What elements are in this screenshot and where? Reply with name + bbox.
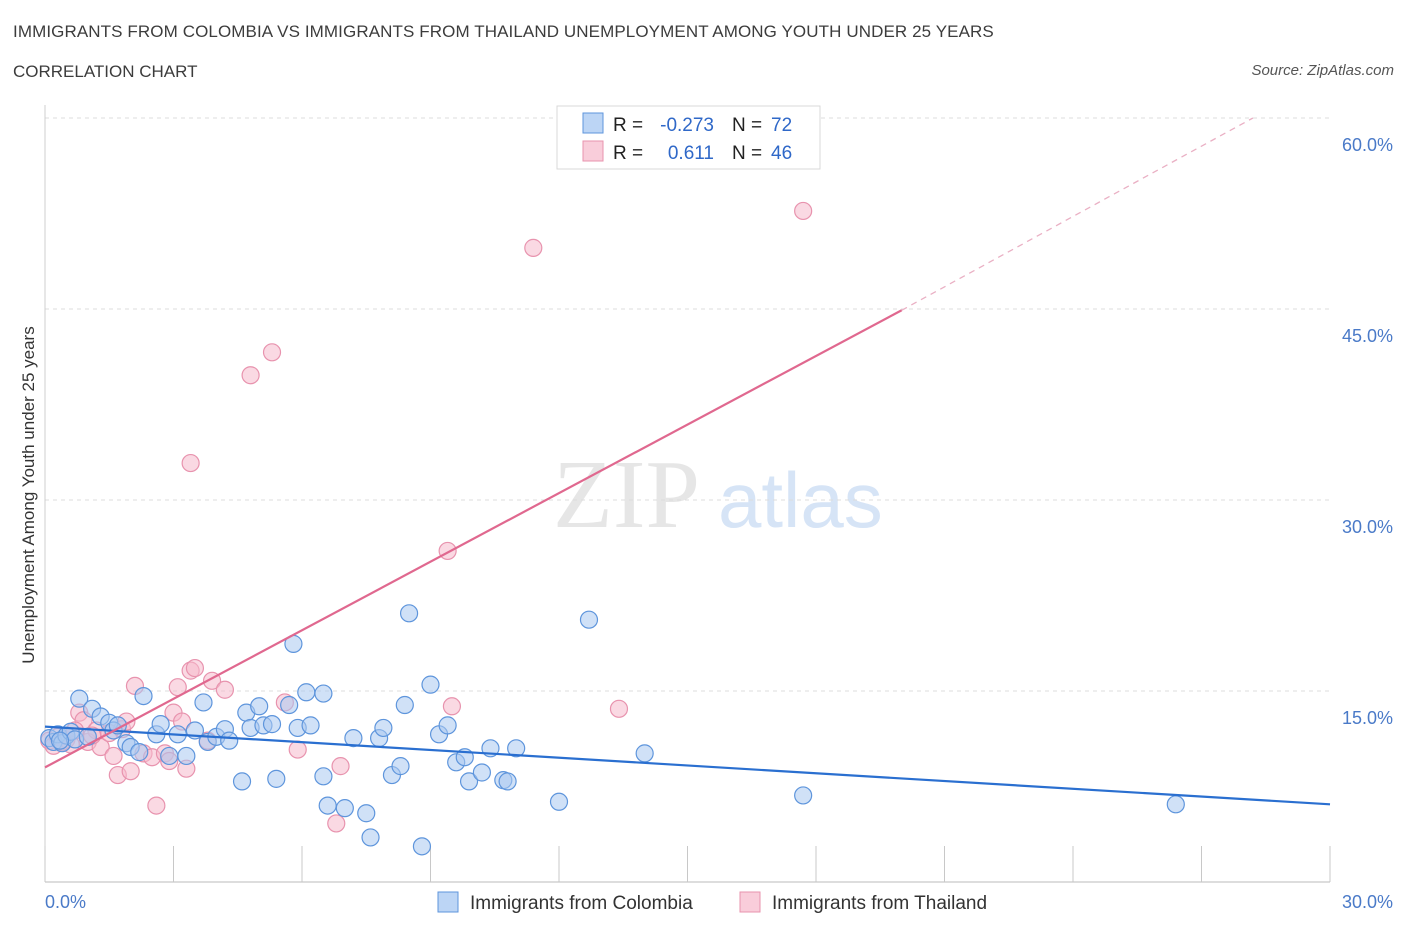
colombia-point xyxy=(1166,795,1185,814)
colombia-point xyxy=(50,731,70,750)
colombia-point xyxy=(498,772,517,791)
axes xyxy=(44,105,1331,883)
bottom-legend-swatch-thailand xyxy=(739,891,761,913)
colombia-point xyxy=(130,743,149,762)
x-tick-label-max: 30.0% xyxy=(1342,892,1393,912)
colombia-point xyxy=(280,695,299,715)
thailand-point xyxy=(331,757,350,776)
gridlines xyxy=(45,117,1330,692)
watermark-zip: ZIP xyxy=(553,441,700,549)
chart-subtitle: CORRELATION CHART xyxy=(13,62,198,81)
colombia-point xyxy=(151,715,170,734)
colombia-point xyxy=(507,739,526,758)
bottom-legend-label-colombia: Immigrants from Colombia xyxy=(470,893,693,914)
colombia-point xyxy=(335,799,354,818)
bottom-legend-swatch-colombia xyxy=(437,891,459,913)
colombia-point xyxy=(220,731,239,750)
colombia-point xyxy=(232,772,252,791)
colombia-point xyxy=(70,689,89,708)
thailand-point xyxy=(104,746,123,766)
colombia-point xyxy=(374,718,393,738)
thailand-point xyxy=(185,658,205,678)
colombia-point xyxy=(399,604,419,623)
thailand-point xyxy=(609,699,629,718)
colombia-point xyxy=(459,772,479,791)
bottom-legend-label-thailand: Immigrants from Thailand xyxy=(772,893,987,914)
chart-title: IMMIGRANTS FROM COLOMBIA VS IMMIGRANTS F… xyxy=(13,22,994,41)
x-tick-label-min: 0.0% xyxy=(45,892,86,912)
colombia-point xyxy=(314,684,333,703)
y-tick-label: 15.0% xyxy=(1342,708,1393,728)
source-credit: Source: ZipAtlas.com xyxy=(1251,62,1394,79)
colombia-point xyxy=(314,767,333,786)
colombia-point xyxy=(635,744,654,763)
thailand-point xyxy=(794,201,813,221)
colombia-point xyxy=(78,727,97,746)
colombia-point xyxy=(267,769,286,788)
y-tick-label: 30.0% xyxy=(1342,517,1393,537)
thailand-point xyxy=(121,762,140,781)
y-tick-label: 60.0% xyxy=(1342,135,1393,155)
stats-legend: R = -0.273 N = 72 R = 0.611 N = 46 xyxy=(556,105,821,170)
thailand-point xyxy=(181,453,200,473)
colombia-point xyxy=(250,697,269,716)
colombia-point xyxy=(391,757,410,776)
trend-lines xyxy=(44,117,1331,806)
colombia-point xyxy=(472,763,491,782)
colombia-point xyxy=(177,746,196,766)
legend-swatch-colombia xyxy=(582,112,604,134)
colombia-point xyxy=(344,729,363,748)
legend-swatch-thailand xyxy=(582,140,604,162)
y-axis-label: Unemployment Among Youth under 25 years xyxy=(19,326,38,663)
colombia-point xyxy=(361,828,380,847)
colombia-trend-line xyxy=(44,725,1331,806)
thailand-trend-extension xyxy=(901,117,1254,311)
series-legend: Immigrants from Colombia Immigrants from… xyxy=(437,891,987,914)
colombia-point xyxy=(357,804,376,823)
colombia-point xyxy=(579,610,599,629)
colombia-point xyxy=(297,683,316,702)
thailand-point xyxy=(241,366,260,385)
thailand-point xyxy=(288,740,307,759)
colombia-point xyxy=(160,746,179,766)
colombia-point xyxy=(318,796,337,815)
y-tick-label: 45.0% xyxy=(1342,326,1393,346)
thailand-point xyxy=(327,814,346,833)
legend-n-value-colombia: 72 xyxy=(771,115,792,136)
legend-n-label-colombia: N = xyxy=(732,115,762,136)
thailand-point xyxy=(147,796,166,815)
thailand-point xyxy=(262,343,282,362)
colombia-point xyxy=(194,693,213,712)
thailand-point xyxy=(215,680,234,699)
legend-r-label-thailand: R = xyxy=(613,143,643,164)
colombia-point xyxy=(549,792,569,811)
colombia-point xyxy=(794,786,813,805)
colombia-point xyxy=(421,675,440,694)
tick-labels: 15.0% 30.0% 45.0% 60.0% 0.0% 30.0% xyxy=(45,135,1393,912)
legend-n-label-thailand: N = xyxy=(732,143,762,164)
colombia-point xyxy=(134,686,153,706)
colombia-point xyxy=(262,715,282,734)
colombia-point xyxy=(412,837,432,856)
thailand-point xyxy=(442,697,462,716)
legend-r-label-colombia: R = xyxy=(613,115,643,136)
legend-r-value-thailand: 0.611 xyxy=(668,143,714,164)
colombia-point xyxy=(438,716,457,735)
legend-r-value-colombia: -0.273 xyxy=(660,115,714,136)
thailand-point xyxy=(524,238,543,257)
colombia-point xyxy=(395,695,414,715)
legend-n-value-thailand: 46 xyxy=(771,143,792,164)
thailand-trend-line xyxy=(44,309,903,769)
colombia-point xyxy=(301,716,320,735)
